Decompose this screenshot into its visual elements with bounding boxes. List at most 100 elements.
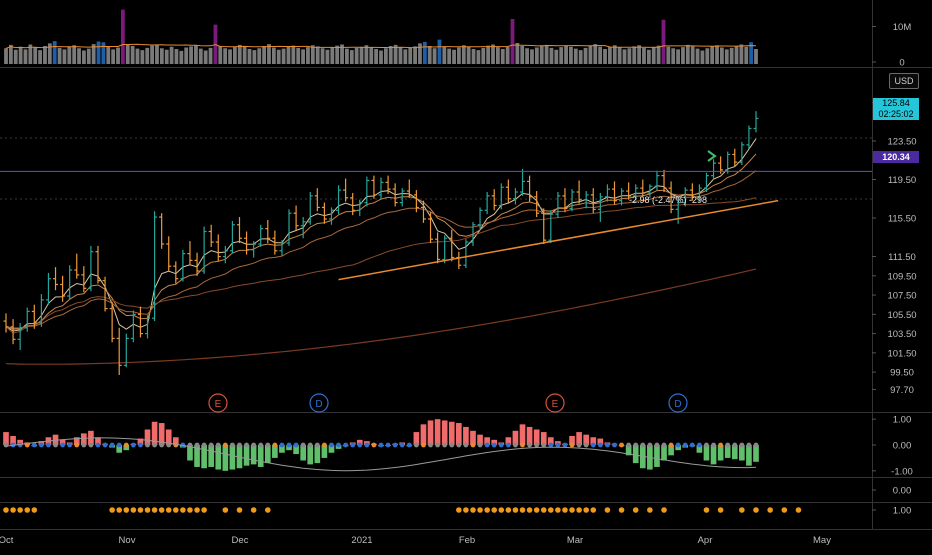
volume-tick-label: 10M bbox=[893, 22, 912, 33]
volume-bar bbox=[729, 47, 734, 64]
squeeze-dot bbox=[251, 442, 257, 448]
volume-bar bbox=[91, 44, 96, 64]
squeeze-dot bbox=[675, 442, 681, 448]
signal-dot bbox=[31, 507, 38, 513]
volume-bar bbox=[481, 47, 486, 64]
histogram-bar bbox=[95, 437, 101, 445]
volume-bar bbox=[442, 46, 447, 64]
volume-bar bbox=[554, 49, 559, 64]
volume-bar bbox=[593, 44, 598, 64]
signal-dot bbox=[194, 507, 200, 513]
histogram-bar bbox=[229, 445, 236, 470]
volume-bar bbox=[510, 19, 515, 64]
histogram-bar bbox=[137, 438, 144, 445]
time-tick-label: Feb bbox=[459, 535, 475, 546]
squeeze-dot bbox=[513, 442, 518, 448]
signal-dot bbox=[3, 507, 9, 513]
volume-bar bbox=[544, 44, 549, 64]
volume-bar bbox=[38, 50, 42, 64]
volume-bar bbox=[749, 42, 754, 64]
earnings-marker[interactable]: E bbox=[545, 393, 565, 413]
squeeze-dot bbox=[130, 442, 136, 448]
signal-dot bbox=[491, 507, 498, 513]
volume-bar bbox=[549, 47, 554, 64]
histogram-bar bbox=[540, 432, 547, 445]
signal-dot bbox=[250, 507, 257, 513]
histogram-bar bbox=[477, 434, 483, 445]
squeeze-dot bbox=[661, 442, 667, 448]
squeeze-dot bbox=[60, 442, 66, 448]
histogram-bar bbox=[272, 445, 278, 458]
price-tick-label: 97.70 bbox=[890, 385, 914, 396]
squeeze-dot bbox=[413, 442, 419, 448]
squeeze-dot bbox=[81, 442, 87, 448]
signal-dot bbox=[130, 507, 137, 513]
volume-bar bbox=[18, 46, 23, 64]
volume-bar bbox=[413, 46, 417, 64]
signal-dot bbox=[590, 507, 597, 513]
squeeze-dot bbox=[343, 442, 349, 448]
volume-bar bbox=[345, 48, 349, 64]
volume-bar bbox=[120, 9, 125, 64]
histogram-bar bbox=[519, 424, 526, 445]
volume-bar bbox=[739, 44, 744, 64]
squeeze-dot bbox=[159, 442, 165, 448]
signal-dot bbox=[703, 507, 710, 513]
currency-label[interactable]: USD bbox=[889, 73, 919, 89]
volume-bar bbox=[184, 47, 189, 64]
histogram-bar bbox=[10, 435, 16, 445]
squeeze-dot bbox=[46, 442, 51, 448]
volume-bar bbox=[13, 49, 18, 64]
svg-text:E: E bbox=[215, 399, 222, 410]
signal-dot bbox=[484, 507, 490, 513]
histogram-bar bbox=[144, 429, 151, 445]
squeeze-dot bbox=[152, 442, 157, 448]
squeeze-dot bbox=[696, 442, 702, 448]
time-tick-label: Mar bbox=[567, 535, 583, 546]
volume-bar bbox=[690, 46, 695, 64]
volume-bar bbox=[276, 49, 281, 64]
volume-bar bbox=[744, 46, 749, 64]
squeeze-dot bbox=[321, 442, 327, 448]
signal-dot bbox=[151, 507, 158, 513]
signal-dot bbox=[583, 507, 589, 513]
histogram-bar bbox=[420, 424, 427, 445]
volume-bar bbox=[159, 48, 164, 64]
volume-bar bbox=[520, 46, 525, 64]
last-price-value: 125.84 bbox=[882, 98, 910, 108]
squeeze-dot bbox=[562, 442, 568, 448]
signal-dot bbox=[555, 507, 561, 513]
squeeze-dot bbox=[477, 442, 483, 448]
volume-bar bbox=[408, 47, 413, 64]
moving-average-line bbox=[5, 197, 757, 334]
volume-bar bbox=[43, 46, 47, 64]
squeeze-dot bbox=[279, 442, 285, 448]
squeeze-dot bbox=[647, 442, 653, 448]
volume-bar bbox=[325, 49, 330, 64]
volume-bar bbox=[607, 47, 612, 64]
svg-text:D: D bbox=[674, 399, 681, 410]
volume-bar bbox=[135, 48, 140, 64]
volume-bar bbox=[57, 47, 62, 64]
earnings-marker[interactable]: E bbox=[208, 393, 228, 413]
signal-dot bbox=[173, 507, 179, 513]
squeeze-dot bbox=[605, 442, 610, 448]
histogram-bar bbox=[300, 445, 306, 461]
dividend-marker[interactable]: D bbox=[668, 393, 688, 413]
squeeze-dot bbox=[753, 442, 759, 448]
squeeze-dot bbox=[378, 442, 384, 448]
squeeze-dot bbox=[364, 442, 370, 448]
histogram-bar bbox=[731, 445, 738, 460]
histogram-bar bbox=[73, 437, 80, 445]
histogram-bar bbox=[279, 445, 285, 453]
volume-bar bbox=[301, 49, 305, 64]
squeeze-dot bbox=[421, 442, 426, 448]
dividend-marker[interactable]: D bbox=[309, 393, 329, 413]
signal-dot bbox=[17, 507, 23, 513]
squeeze-dot bbox=[371, 442, 377, 448]
volume-bar bbox=[140, 50, 145, 64]
volume-bar bbox=[724, 49, 729, 64]
squeeze-dot bbox=[329, 442, 334, 448]
